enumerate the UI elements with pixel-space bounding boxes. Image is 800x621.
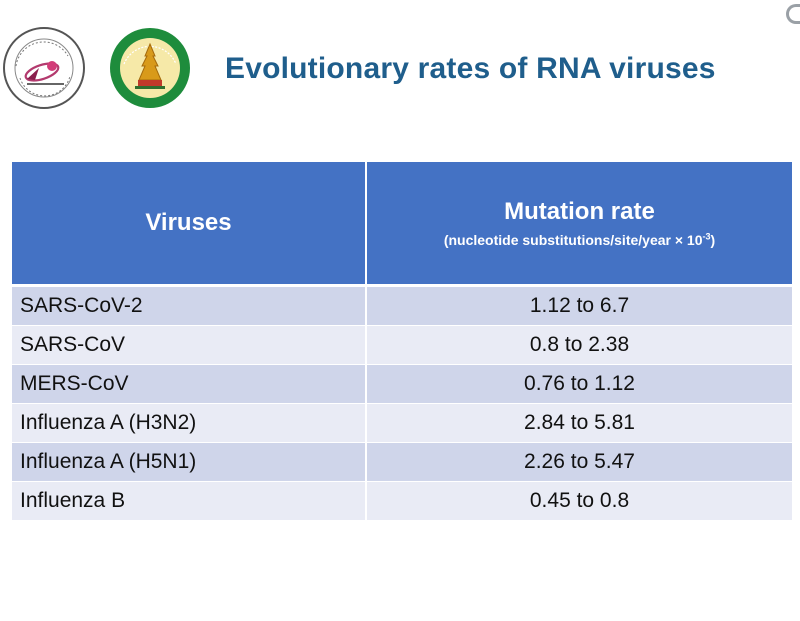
mutation-rate: 0.8 to 2.38 bbox=[366, 325, 792, 365]
virus-name: SARS-CoV-2 bbox=[12, 285, 367, 326]
table-row: MERS-CoV 0.76 to 1.12 bbox=[12, 364, 792, 404]
mutation-rate: 2.84 to 5.81 bbox=[366, 403, 792, 443]
header-rate-unit-exponent: -3 bbox=[702, 231, 711, 242]
mutation-rate: 2.26 to 5.47 bbox=[366, 442, 792, 482]
header-rate-unit-close: ) bbox=[710, 232, 716, 248]
corner-fragment-icon bbox=[786, 4, 800, 24]
virus-name: MERS-CoV bbox=[12, 364, 367, 404]
virus-name: Influenza B bbox=[12, 481, 367, 521]
table-row: SARS-CoV-2 1.12 to 6.7 bbox=[12, 285, 792, 326]
table-row: Influenza A (H5N1) 2.26 to 5.47 bbox=[12, 442, 792, 482]
virus-name: Influenza A (H3N2) bbox=[12, 403, 367, 443]
left-institution-logo bbox=[3, 27, 85, 109]
mutation-rate-table: Viruses Mutation rate (nucleotide substi… bbox=[12, 162, 792, 521]
table-row: Influenza B 0.45 to 0.8 bbox=[12, 481, 792, 521]
table-row: Influenza A (H3N2) 2.84 to 5.81 bbox=[12, 403, 792, 443]
mutation-rate: 1.12 to 6.7 bbox=[366, 285, 792, 326]
virus-name: SARS-CoV bbox=[12, 325, 367, 365]
table-row: SARS-CoV 0.8 to 2.38 bbox=[12, 325, 792, 365]
mutation-rate: 0.76 to 1.12 bbox=[366, 364, 792, 404]
header-rate-label: Mutation rate bbox=[504, 198, 655, 225]
virus-name: Influenza A (H5N1) bbox=[12, 442, 367, 482]
mutation-rate: 0.45 to 0.8 bbox=[366, 481, 792, 521]
header-mutation-rate: Mutation rate (nucleotide substitutions/… bbox=[366, 162, 792, 287]
right-institution-logo bbox=[110, 28, 190, 108]
header-rate-unit-text: (nucleotide substitutions/site/year × 10 bbox=[443, 232, 703, 248]
header-rate-unit: (nucleotide substitutions/site/year × 10… bbox=[367, 232, 792, 248]
page-title: Evolutionary rates of RNA viruses bbox=[225, 52, 716, 85]
header-viruses-label: Viruses bbox=[145, 209, 232, 236]
table-header-row: Viruses Mutation rate (nucleotide substi… bbox=[12, 162, 792, 287]
header-viruses: Viruses bbox=[12, 162, 367, 287]
